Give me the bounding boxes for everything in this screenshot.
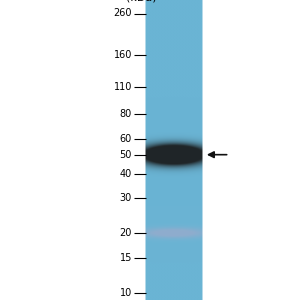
Text: 60: 60 (120, 134, 132, 144)
Text: 40: 40 (120, 169, 132, 179)
Text: 20: 20 (120, 228, 132, 238)
Text: 110: 110 (114, 82, 132, 92)
Text: 10: 10 (120, 287, 132, 298)
Text: 80: 80 (120, 110, 132, 119)
Text: 260: 260 (113, 8, 132, 19)
Text: 160: 160 (114, 50, 132, 60)
Text: 15: 15 (120, 253, 132, 263)
Bar (146, 14, 202, 292)
Text: 50: 50 (120, 150, 132, 160)
Text: 30: 30 (120, 194, 132, 203)
Text: (kDa): (kDa) (126, 0, 156, 2)
